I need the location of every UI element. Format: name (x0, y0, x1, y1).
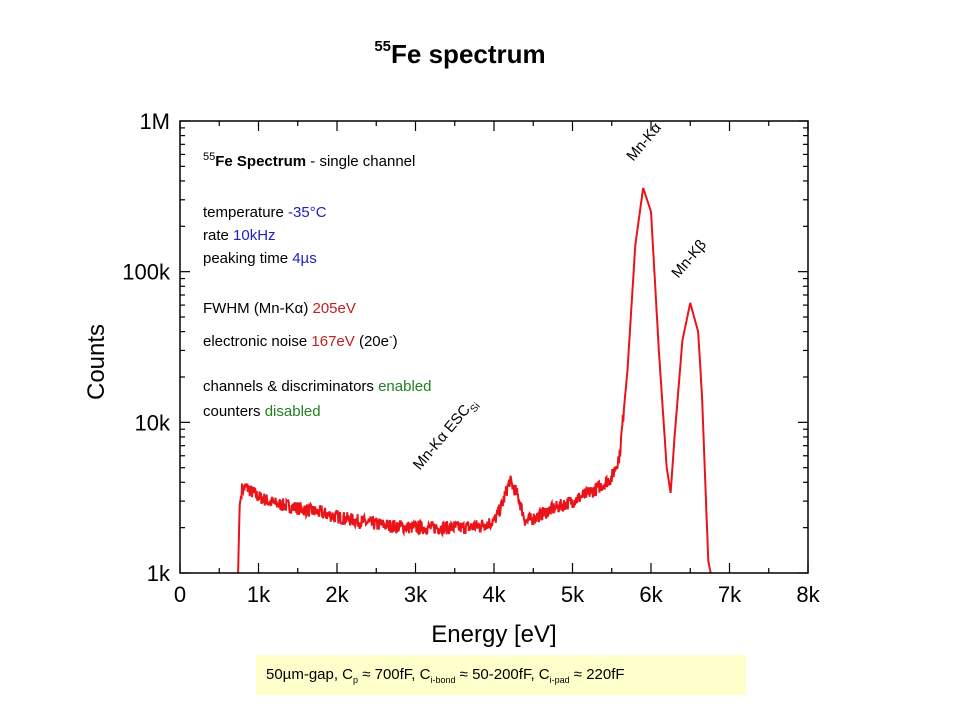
x-tick-label: 6k (639, 582, 663, 607)
y-tick-label: 1k (147, 561, 171, 586)
caption-box: 50µm-gap, Cp ≈ 700fF, Ci-bond ≈ 50-200fF… (256, 655, 746, 695)
legend-temperature: temperature -35°C (203, 204, 327, 221)
x-tick-label: 5k (561, 582, 585, 607)
counters-value: disabled (265, 403, 321, 420)
legend-heading-sup: 55 (203, 151, 215, 163)
x-tick-label: 3k (404, 582, 428, 607)
legend-box: 55Fe Spectrum - single channel temperatu… (203, 151, 431, 420)
x-tick-label: 2k (325, 582, 349, 607)
channels-value: enabled (378, 378, 431, 395)
legend-heading-fe: Fe Spectrum (215, 153, 306, 170)
x-tick-label: 1k (247, 582, 271, 607)
peaking-time-value: 4µs (292, 250, 317, 267)
legend-noise: electronic noise 167eV (20e-) (203, 331, 398, 350)
x-tick-label: 7k (718, 582, 742, 607)
legend-heading-rest: - single channel (306, 153, 415, 170)
y-tick-label: 100k (122, 260, 171, 285)
x-tick-label: 4k (482, 582, 506, 607)
x-tick-label: 0 (174, 582, 186, 607)
legend-channels: channels & discriminators enabled (203, 378, 431, 395)
title-text: Fe spectrum (391, 39, 546, 69)
y-tick-label: 10k (135, 410, 171, 435)
x-tick-label: 8k (796, 582, 820, 607)
peak-labels: Mn-Kα Mn-Kβ Mn-Kα ESCSi (410, 119, 710, 476)
legend-rate: rate 10kHz (203, 227, 276, 244)
title-superscript: 55 (374, 38, 392, 55)
temperature-value: -35°C (288, 204, 327, 221)
legend-heading: 55Fe Spectrum - single channel (203, 151, 415, 170)
noise-value: 167eV (311, 333, 354, 350)
peak-label: Mn-Kα (623, 119, 665, 164)
legend-counters: counters disabled (203, 403, 321, 420)
fwhm-value: 205eV (312, 300, 355, 317)
y-tick-label: 1M (139, 109, 170, 134)
x-axis-label: Energy [eV] (431, 621, 556, 648)
legend-peaking-time: peaking time 4µs (203, 250, 317, 267)
rate-value: 10kHz (233, 227, 276, 244)
y-axis-label: Counts (83, 324, 110, 400)
peak-label: Mn-Kα ESCSi (410, 395, 483, 476)
peak-label: Mn-Kβ (668, 236, 710, 281)
plot-frame (179, 120, 809, 574)
legend-fwhm: FWHM (Mn-Kα) 205eV (203, 300, 356, 317)
spectrum-curve (237, 187, 712, 574)
slide-title: 55Fe spectrum (0, 38, 920, 70)
